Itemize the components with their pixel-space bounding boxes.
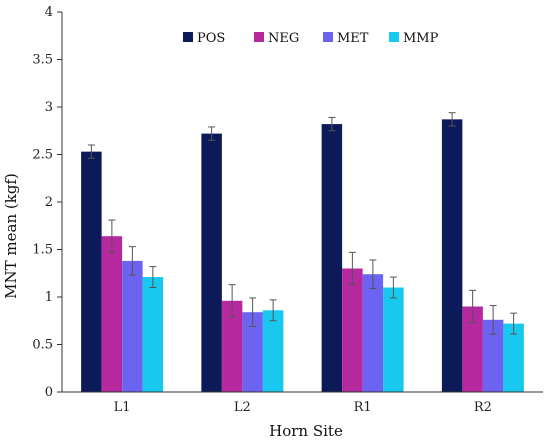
bar-pos-r1 <box>321 124 343 392</box>
y-axis-title: MNT mean (kgf) <box>2 173 20 299</box>
error-bars <box>87 112 518 335</box>
bar-mmp-l1 <box>142 277 164 392</box>
x-tick-label: R1 <box>354 400 372 415</box>
y-axis-ticks: 0 0.5 1 1.5 2 2.5 3 3.5 4 <box>32 5 62 400</box>
legend-label-neg: NEG <box>268 31 299 46</box>
bar-neg-l1 <box>101 236 123 392</box>
x-tick-label: L1 <box>114 400 131 415</box>
legend-label-met: MET <box>337 31 369 46</box>
x-tick-label: L2 <box>234 400 251 415</box>
y-tick-label: 0.5 <box>32 338 53 353</box>
bar-mmp-r2 <box>503 323 524 392</box>
y-tick-label: 3.5 <box>32 53 53 68</box>
legend-label-mmp: MMP <box>403 31 439 46</box>
bar-mmp-l2 <box>262 310 284 392</box>
x-axis-ticks: L1 L2 R1 R2 <box>114 400 492 415</box>
legend-label-pos: POS <box>197 31 225 46</box>
legend-swatch-pos <box>183 32 193 42</box>
bar-met-l1 <box>122 260 143 392</box>
bar-met-l2 <box>242 312 263 392</box>
bar-met-r2 <box>482 319 504 392</box>
legend-swatch-met <box>323 32 333 42</box>
y-tick-label: 4 <box>45 5 53 20</box>
y-tick-label: 0 <box>45 385 53 400</box>
legend: POS NEG MET MMP <box>183 31 439 46</box>
bar-neg-r2 <box>462 306 483 392</box>
bar-mmp-r1 <box>383 287 404 392</box>
bars <box>81 119 524 392</box>
bar-neg-l2 <box>221 300 243 392</box>
x-axis-title: Horn Site <box>269 422 343 440</box>
bar-pos-l1 <box>81 151 102 392</box>
x-tick-label: R2 <box>474 400 492 415</box>
y-tick-label: 1.5 <box>32 243 53 258</box>
bar-pos-l2 <box>201 133 222 392</box>
legend-swatch-mmp <box>389 32 399 42</box>
y-tick-label: 2 <box>45 195 53 210</box>
axes <box>61 12 543 393</box>
bar-pos-r2 <box>441 119 463 392</box>
legend-swatch-neg <box>254 32 264 42</box>
y-tick-label: 1 <box>45 290 53 305</box>
y-tick-label: 3 <box>45 100 53 115</box>
y-tick-label: 2.5 <box>32 148 53 163</box>
bar-neg-r1 <box>342 268 363 392</box>
bar-met-r1 <box>362 274 384 392</box>
